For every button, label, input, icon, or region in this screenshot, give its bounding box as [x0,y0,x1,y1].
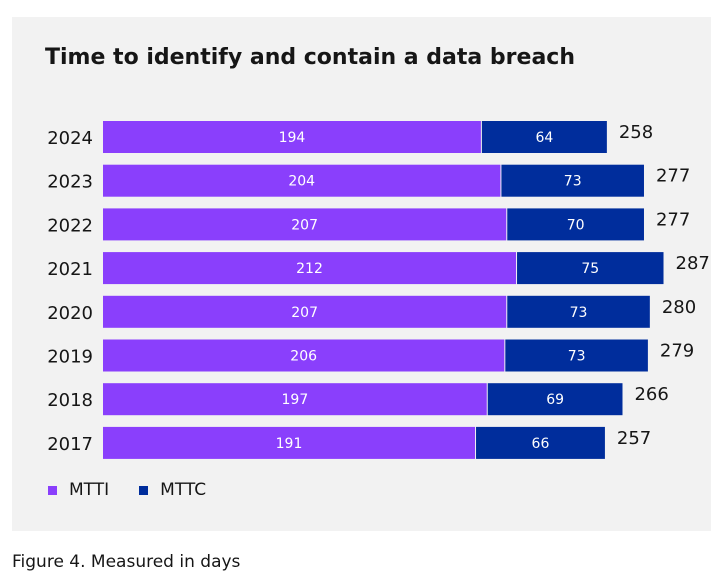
bar-segment-mttc [517,252,664,285]
value-label-mttc: 69 [546,392,564,408]
bar-segment-mttc [501,164,644,197]
bar-segment-mtti [103,121,481,153]
value-label-mtti: 207 [291,305,318,321]
value-label-mttc: 64 [535,130,553,146]
bar-segment-mttc [505,339,648,372]
bar-segment-mtti [103,164,501,197]
chart-title: Time to identify and contain a data brea… [45,45,575,70]
bar-segment-mttc [487,383,623,416]
value-label-mtti: 204 [288,174,315,190]
legend-label-mtti: MTTI [69,480,110,500]
value-label-mttc: 75 [581,261,599,277]
year-label: 2024 [47,128,93,149]
year-label: 2018 [47,390,93,411]
legend-label-mttc: MTTC [160,480,207,500]
legend-swatch-mttc [139,485,149,495]
legend: MTTI MTTC [48,480,236,500]
bar-segment-mtti [103,339,505,372]
value-label-mtti: 206 [290,349,317,365]
year-label: 2017 [47,434,93,455]
total-label: 266 [634,384,668,405]
value-label-mttc: 73 [568,349,586,365]
bar-chart: 2024 194 64 258 2023 204 73 277 2022 207 70 277 2021… [47,121,710,459]
bar-segment-mttc [476,426,605,459]
year-label: 2023 [47,172,93,193]
total-label: 279 [660,341,694,362]
total-label: 287 [676,253,710,274]
chart-panel: Time to identify and contain a data brea… [12,17,711,531]
year-label: 2020 [47,303,93,324]
bar-segment-mtti [103,426,476,459]
bar-segment-mtti [103,208,507,241]
value-label-mttc: 73 [564,174,582,190]
value-label-mttc: 70 [567,217,585,233]
bar-segment-mttc [507,208,644,241]
figure-caption: Figure 4. Measured in days [12,552,241,572]
value-label-mtti: 197 [282,392,309,408]
bar-segment-mttc [507,295,650,328]
total-label: 280 [662,297,696,318]
year-label: 2021 [47,259,93,280]
value-label-mttc: 73 [570,305,588,321]
year-label: 2019 [47,347,93,368]
bar-segment-mtti [103,252,517,285]
year-label: 2022 [47,215,93,236]
value-label-mtti: 191 [276,436,303,452]
legend-item-mtti: MTTI [48,480,109,500]
bar-segment-mtti [103,383,487,416]
legend-swatch-mtti [48,485,57,495]
value-label-mtti: 212 [296,261,323,277]
value-label-mtti: 207 [291,217,318,233]
value-label-mttc: 66 [532,436,550,452]
total-label: 257 [617,428,651,449]
total-label: 258 [619,122,653,143]
total-label: 277 [656,166,690,187]
bar-segment-mtti [103,295,507,328]
value-label-mtti: 194 [279,130,306,146]
total-label: 277 [656,209,690,230]
bar-segment-mttc [481,121,607,153]
legend-item-mttc: MTTC [139,480,206,500]
